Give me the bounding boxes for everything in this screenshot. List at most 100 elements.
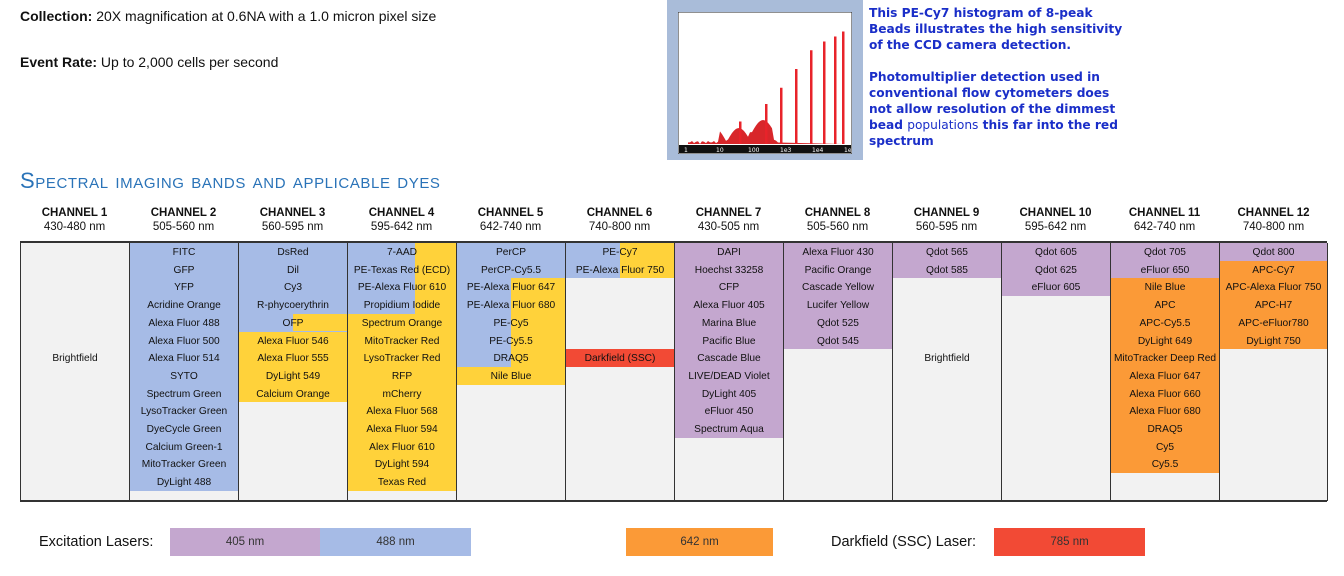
dye-label: DyLight 594 — [374, 459, 430, 471]
laser-band — [348, 243, 415, 314]
dye-label: Pacific Orange — [804, 264, 872, 276]
laser-band — [239, 243, 293, 261]
dye-label: Spectrum Green — [146, 388, 222, 400]
dye-label: Pacific Blue — [702, 335, 756, 347]
laser-band — [675, 243, 783, 438]
dye-label: Texas Red — [377, 477, 427, 489]
dye-label: PE-Cy5.5 — [489, 335, 533, 347]
dye-label: Hoechst 33258 — [694, 264, 764, 276]
excitation-lasers-label: Excitation Lasers: — [39, 534, 154, 550]
dye-label: Calcium Orange — [256, 388, 330, 400]
laser-band — [1111, 243, 1219, 279]
channel-header: CHANNEL 8 505-560 nm — [783, 206, 892, 234]
dye-label: Lucifer Yellow — [806, 300, 870, 312]
collection-label: Collection: — [20, 8, 93, 24]
dye-label: Nile Blue — [490, 370, 532, 382]
dye-label: APC-Cy7 — [1252, 264, 1295, 276]
note-part-1: Photomultiplier detection used in conven… — [869, 70, 1116, 132]
dye-label: GFP — [173, 264, 195, 276]
channel-header: CHANNEL 6 740-800 nm — [565, 206, 674, 234]
dye-label: Alexa Fluor 488 — [148, 317, 220, 329]
dye-label: Alexa Fluor 660 — [1129, 388, 1201, 400]
channel-header: CHANNEL 9 560-595 nm — [892, 206, 1001, 234]
histogram-peak — [834, 36, 837, 144]
histogram-tick-label: 1 — [684, 147, 688, 154]
dye-label: Qdot 565 — [926, 247, 968, 258]
dye-label: LysoTracker Green — [140, 406, 228, 418]
dye-label: Acridine Orange — [147, 300, 221, 312]
channel-column: PE-Cy7 PE-Alexa Fluor 750 Darkfield (SSC) — [565, 243, 674, 501]
histogram-tick-label: 1e4 — [812, 147, 824, 154]
channel-range: 642-740 nm — [479, 221, 542, 233]
dye-label: PerCP-Cy5.5 — [480, 264, 541, 276]
laser-band — [511, 278, 565, 385]
channel-name: CHANNEL 10 — [1019, 207, 1092, 219]
dye-label: Alex Fluor 610 — [369, 441, 435, 453]
dye-label: RFP — [391, 370, 413, 382]
dye-label: PE-Alexa Fluor 680 — [466, 300, 556, 312]
channel-range: 505-560 nm — [806, 221, 869, 233]
dye-label: APC-H7 — [1254, 300, 1293, 312]
dye-label: eFluor 605 — [1031, 282, 1081, 294]
laser-band — [566, 349, 674, 367]
histogram-caption: This PE-Cy7 histogram of 8-peak Beads il… — [869, 6, 1123, 52]
channel-column: 7-AAD PE-Texas Red (ECD) PE-Alexa Fluor 61… — [347, 243, 456, 501]
brightfield-label: Brightfield — [52, 353, 98, 364]
dye-label: Cy5 — [1155, 441, 1175, 453]
section-title: Spectral imaging bands and applicable dy… — [20, 168, 441, 193]
channel-range: 595-642 nm — [1024, 221, 1087, 233]
dye-label: PE-Cy5 — [493, 317, 529, 329]
laser-band — [893, 243, 1001, 279]
header-rule — [20, 241, 1327, 243]
dye-label: CFP — [718, 282, 740, 294]
dye-label: Marina Blue — [701, 317, 757, 329]
dye-label: APC-Cy5.5 — [1139, 317, 1191, 329]
dye-label: DAPI — [717, 247, 741, 258]
histogram-tick-label: 10 — [716, 147, 724, 154]
dye-label: Alexa Fluor 546 — [257, 335, 329, 347]
channel-name: CHANNEL 9 — [913, 207, 980, 219]
dye-label: DyLight 750 — [1246, 335, 1301, 347]
dye-label: Cascade Blue — [697, 353, 761, 365]
photomultiplier-note: Photomultiplier detection used in conven… — [869, 69, 1129, 149]
dye-label: Propidium Iodide — [363, 300, 441, 312]
channel-range: 740-800 nm — [1242, 221, 1305, 233]
dye-label: PE-Alexa Fluor 610 — [357, 282, 447, 294]
laser-swatch: 642 nm — [626, 528, 773, 556]
channel-name: CHANNEL 4 — [368, 207, 435, 219]
dye-label: DyLight 488 — [156, 477, 212, 489]
dye-label: DyLight 649 — [1137, 335, 1193, 347]
dye-label: Qdot 800 — [1252, 247, 1295, 258]
dye-label: PE-Alexa Fluor 750 — [575, 264, 665, 276]
darkfield-laser-label: Darkfield (SSC) Laser: — [831, 534, 977, 550]
histogram-peak — [842, 31, 845, 144]
histogram-figure: 1 10 100 1e3 1e4 1e5 — [667, 0, 863, 160]
channel-column: Brightfield — [20, 243, 129, 501]
channel-range: 505-560 nm — [152, 221, 215, 233]
dye-label: APC — [1154, 300, 1176, 312]
darkfield-swatch: 785 nm — [994, 528, 1145, 556]
dye-label: Alexa Fluor 430 — [802, 247, 874, 258]
laser-band — [620, 243, 674, 279]
channel-range: 740-800 nm — [588, 221, 651, 233]
channel-header: CHANNEL 5 642-740 nm — [456, 206, 565, 234]
dye-label: MitoTracker Deep Red — [1113, 353, 1217, 365]
channel-header: CHANNEL 7 430-505 nm — [674, 206, 783, 234]
dye-label: Qdot 625 — [1035, 264, 1077, 276]
histogram-peak — [739, 121, 742, 144]
dye-label: Qdot 605 — [1035, 247, 1077, 258]
dye-label: DsRed — [277, 247, 309, 258]
laser-swatch: 488 nm — [320, 528, 471, 556]
spectral-bands-table: CHANNEL 1 430-480 nm Brightfield CHANNEL 2 5… — [20, 206, 1328, 502]
laser-band — [1220, 243, 1327, 261]
dye-label: LysoTracker Red — [363, 353, 441, 365]
dye-label: Darkfield (SSC) — [584, 353, 656, 365]
histogram-tick-label: 1e5 — [844, 147, 852, 154]
channel-column: Alexa Fluor 430 Pacific Orange Cascade Yel… — [783, 243, 892, 501]
bottom-rule — [20, 500, 1327, 502]
dye-label: Nile Blue — [1144, 282, 1186, 294]
dye-label: MitoTracker Red — [364, 335, 440, 347]
collection-info: Collection: 20X magnification at 0.6NA w… — [20, 8, 436, 24]
brightfield-label: Brightfield — [924, 353, 970, 364]
channel-name: CHANNEL 8 — [804, 207, 871, 219]
